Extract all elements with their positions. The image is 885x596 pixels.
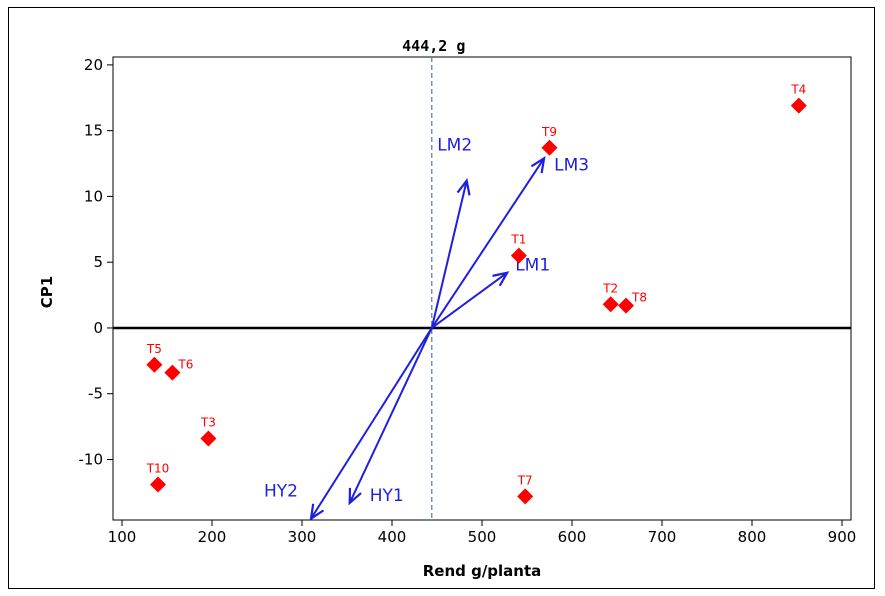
y-tick-label: 20 [84,56,103,74]
y-tick-label: -10 [79,450,104,468]
x-tick-label: 500 [468,528,497,546]
point-label: T2 [602,281,618,295]
vector-label: HY2 [264,482,298,502]
point-marker [146,356,163,373]
y-tick-label: 5 [93,253,103,271]
x-tick-label: 100 [108,528,137,546]
point-marker [164,364,181,381]
vector-arrowhead [492,271,510,287]
vector-label: LM3 [554,155,589,175]
x-tick-label: 900 [828,528,857,546]
point-t8: T8 [618,291,647,314]
vector-lm1: LM1 [431,256,550,329]
point-label: T9 [541,125,557,139]
x-tick-label: 600 [558,528,587,546]
vector-hy1: HY1 [348,327,433,506]
x-tick-label: 800 [738,528,767,546]
reference-lines [113,57,851,520]
point-marker [150,476,166,493]
reference-line-label: 444,2 g [402,37,465,55]
data-points: T1 T2 T3 T4 T5 T6 T7 T8 T9 T10 [146,83,807,505]
y-tick-label: -5 [88,385,103,403]
point-t3: T3 [200,415,217,447]
point-label: T1 [510,233,526,247]
point-t1: T1 [510,233,527,264]
vector-label: HY1 [370,486,404,506]
vector-lm3: LM3 [430,155,589,329]
vector-arrowhead [309,503,325,521]
point-t9: T9 [541,125,558,156]
point-t2: T2 [602,281,619,313]
x-tick-label: 700 [648,528,677,546]
x-tick-label: 300 [288,528,317,546]
point-t7: T7 [517,473,534,505]
point-t5: T5 [146,342,163,373]
vector-arrowhead [348,487,362,506]
vector-shaft [430,157,545,329]
point-marker [517,488,534,505]
loading-vectors: LM1 LM2 LM3 HY1 HY2 [264,136,589,521]
point-label: T6 [177,358,193,372]
point-label: T5 [146,342,162,356]
y-tick-label: 10 [84,187,103,205]
point-label: T4 [790,83,806,97]
point-marker [510,247,527,264]
plot-area [112,56,852,521]
point-t6: T6 [164,358,193,381]
point-label: T8 [631,291,647,305]
x-tick-label: 200 [198,528,227,546]
y-tick-label: 15 [84,122,103,140]
point-marker [618,297,634,314]
point-marker [602,296,619,313]
y-axis-title: CP1 [38,276,56,308]
vector-shaft [348,327,433,504]
point-label: T7 [517,473,533,487]
vector-shaft [310,327,433,520]
vector-shaft [430,180,468,329]
vector-hy2: HY2 [264,327,433,521]
point-marker [200,430,217,447]
vector-lm2: LM2 [430,136,472,329]
point-label: T10 [146,461,170,475]
point-marker [790,97,807,114]
point-label: T3 [200,415,216,429]
vector-arrowhead [530,156,546,174]
vector-arrowhead [456,178,471,196]
y-tick-label: 0 [93,319,103,337]
vector-label: LM1 [515,256,550,276]
point-t10: T10 [146,461,170,493]
point-marker [541,139,558,156]
point-t4: T4 [790,83,807,114]
vector-shaft [431,271,508,329]
x-tick-label: 400 [378,528,407,546]
axes: 100 200 300 400 500 600 700 800 900 -10 -5 0 5 10 15 20 [79,56,857,546]
x-axis-title: Rend g/planta [423,562,542,580]
vector-label: LM2 [437,136,472,156]
